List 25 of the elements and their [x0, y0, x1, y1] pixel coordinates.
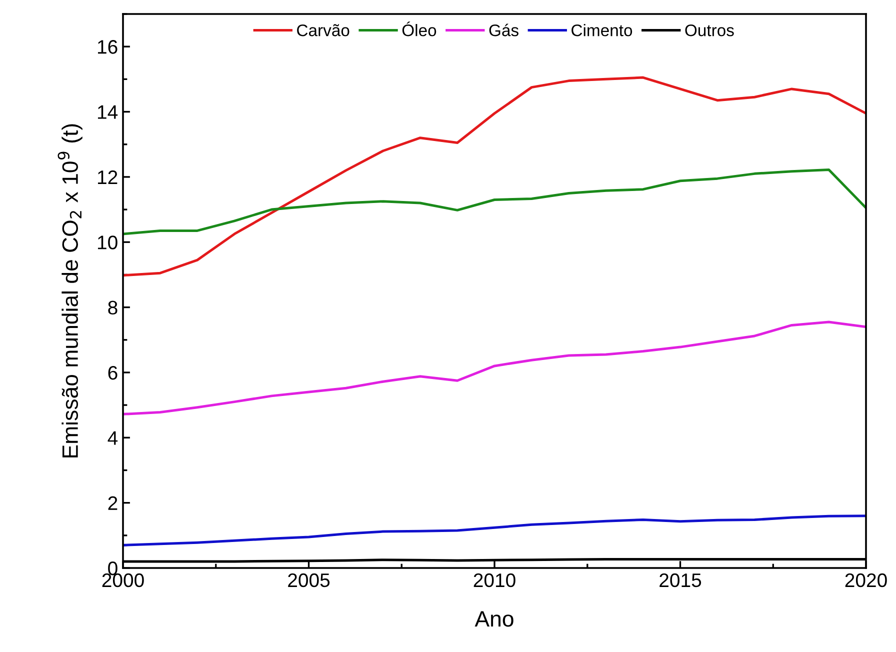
line-series: [123, 168, 866, 236]
x-tick-label: 2015: [660, 573, 702, 588]
line-series: [123, 76, 866, 277]
y-tick-label: 8: [108, 300, 118, 315]
y-tick-label: 14: [98, 105, 118, 119]
y-tick-label: 10: [98, 236, 118, 250]
y-tick-label: 6: [108, 366, 118, 380]
y-tick-label: 16: [98, 40, 118, 54]
y-tick-label: 0: [108, 561, 118, 576]
y-axis-title: Emissão mundial de CO$_{2}$ x 10$^{9}$ (t): [58, 124, 82, 458]
legend-label: Carvão: [297, 24, 350, 36]
legend-label: Outros: [685, 24, 734, 36]
y-tick-label: 4: [108, 431, 118, 445]
y-tick-label: 2: [108, 496, 118, 510]
x-tick-label: 2020: [845, 573, 887, 588]
x-axis-title: Ano: [474, 611, 514, 627]
x-tick-label: 2000: [102, 573, 144, 588]
y-tick-label: 12: [98, 170, 118, 184]
x-tick-label: 2005: [288, 573, 330, 588]
line-series: [123, 320, 866, 416]
line-series: [123, 514, 866, 546]
legend-label: Cimento: [572, 24, 632, 36]
legend-label: Gás: [489, 24, 518, 36]
x-tick-label: 2010: [474, 573, 516, 588]
legend-label: Óleo: [402, 22, 436, 36]
